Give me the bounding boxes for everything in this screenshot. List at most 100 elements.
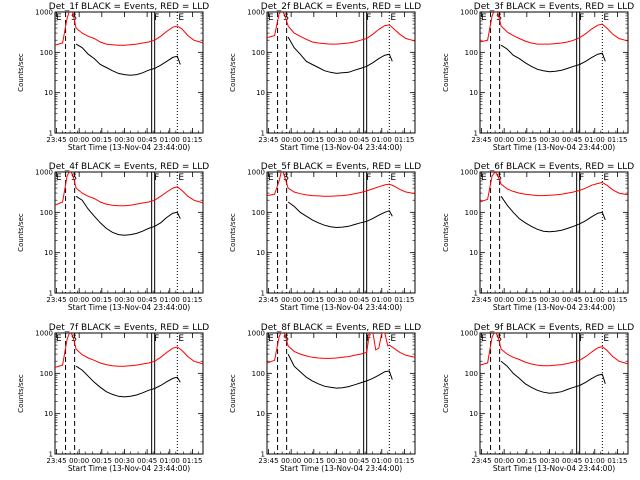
x-tick-label: 00:15 bbox=[517, 296, 537, 304]
y-tick-label: 1 bbox=[261, 290, 265, 298]
x-tick-label: 00:00 bbox=[281, 457, 301, 465]
x-tick-label: 01:00 bbox=[585, 136, 605, 144]
marker-letter: E bbox=[268, 13, 274, 23]
detector-panel: Det_3f BLACK = Events, RED = LLD 1 10 100 10… bbox=[442, 2, 634, 152]
y-tick-label: 10 bbox=[256, 89, 265, 97]
y-tick-label: 10 bbox=[256, 249, 265, 257]
x-tick-label: 00:00 bbox=[69, 296, 89, 304]
x-tick-label: 01:15 bbox=[394, 296, 414, 304]
x-tick-label: 00:15 bbox=[92, 296, 112, 304]
lld-series-line bbox=[267, 172, 415, 197]
events-series-line bbox=[287, 353, 393, 389]
plot-area bbox=[55, 12, 203, 76]
panel-title: Det_4f BLACK = Events, RED = LLD bbox=[49, 162, 209, 172]
x-tick-label: 00:45 bbox=[349, 296, 369, 304]
y-tick-label: 1000 bbox=[247, 9, 265, 17]
x-tick-label: 00:45 bbox=[137, 457, 157, 465]
marker-letter: E bbox=[178, 13, 184, 23]
marker-letter: F bbox=[154, 334, 159, 344]
x-tick-label: 00:00 bbox=[494, 457, 514, 465]
x-tick-label: 00:00 bbox=[494, 136, 514, 144]
y-tick-label: 10 bbox=[469, 89, 478, 97]
events-series-line bbox=[500, 44, 606, 73]
y-tick-label: 100 bbox=[40, 209, 53, 217]
y-axis-label: Counts/sec bbox=[17, 374, 25, 413]
panel-title: Det_8f BLACK = Events, RED = LLD bbox=[261, 323, 421, 333]
lld-series-line bbox=[55, 12, 203, 46]
panel-title: Det_5f BLACK = Events, RED = LLD bbox=[261, 162, 421, 172]
x-tick-label: 00:30 bbox=[539, 136, 559, 144]
x-tick-label: 00:30 bbox=[326, 136, 346, 144]
x-axis-label: Start Time (13-Nov-04 23:44:00) bbox=[280, 303, 402, 312]
x-axis-label: Start Time (13-Nov-04 23:44:00) bbox=[280, 143, 402, 152]
plot-area bbox=[267, 12, 415, 74]
x-tick-label: 00:30 bbox=[114, 296, 134, 304]
detector-panel: Det_8f BLACK = Events, RED = LLD 1 10 100 10… bbox=[229, 323, 421, 473]
x-tick-label: 01:15 bbox=[182, 457, 202, 465]
plot-frame bbox=[479, 11, 629, 134]
x-tick-label: 00:45 bbox=[562, 136, 582, 144]
events-series-line bbox=[500, 360, 606, 394]
y-tick-label: 1 bbox=[474, 290, 478, 298]
marker-letter: F bbox=[154, 173, 159, 183]
x-tick-label: 23:45 bbox=[46, 296, 66, 304]
detector-panel: Det_9f BLACK = Events, RED = LLD 1 10 100 10… bbox=[442, 323, 634, 473]
marker-letter: E bbox=[268, 334, 274, 344]
y-tick-label: 1 bbox=[474, 130, 478, 138]
events-series-line bbox=[287, 36, 393, 74]
y-tick-label: 10 bbox=[44, 249, 53, 257]
plot-frame bbox=[54, 11, 204, 134]
plot-area bbox=[267, 172, 415, 229]
detector-panel: Det_2f BLACK = Events, RED = LLD 1 10 100 10… bbox=[229, 2, 421, 152]
x-tick-label: 23:45 bbox=[46, 457, 66, 465]
x-tick-label: 23:45 bbox=[258, 136, 278, 144]
y-tick-label: 1 bbox=[261, 451, 265, 459]
x-tick-label: 00:45 bbox=[137, 136, 157, 144]
x-tick-label: 00:45 bbox=[349, 136, 369, 144]
marker-letter: F bbox=[366, 173, 371, 183]
x-tick-label: 01:15 bbox=[394, 136, 414, 144]
y-tick-label: 100 bbox=[252, 370, 265, 378]
plot-frame bbox=[54, 171, 204, 294]
x-axis-label: Start Time (13-Nov-04 23:44:00) bbox=[493, 303, 615, 312]
y-tick-label: 1 bbox=[261, 130, 265, 138]
x-tick-label: 01:15 bbox=[607, 296, 627, 304]
marker-letter: E bbox=[390, 173, 396, 183]
x-axis-label: Start Time (13-Nov-04 23:44:00) bbox=[493, 464, 615, 473]
x-tick-label: 23:45 bbox=[471, 457, 491, 465]
events-series-line bbox=[500, 196, 606, 233]
panel-title: Det_1f BLACK = Events, RED = LLD bbox=[49, 2, 209, 12]
x-tick-label: 01:15 bbox=[607, 457, 627, 465]
marker-letter: E bbox=[481, 173, 487, 183]
x-tick-label: 00:00 bbox=[69, 136, 89, 144]
plot-frame bbox=[266, 11, 416, 134]
marker-letter: E bbox=[481, 334, 487, 344]
x-tick-label: 01:00 bbox=[585, 457, 605, 465]
marker-letter: E bbox=[56, 173, 62, 183]
lld-series-line bbox=[480, 12, 628, 45]
x-tick-label: 00:15 bbox=[517, 136, 537, 144]
lld-series-line bbox=[267, 12, 415, 45]
x-tick-label: 23:45 bbox=[258, 296, 278, 304]
events-series-line bbox=[75, 365, 181, 398]
x-tick-label: 00:00 bbox=[281, 136, 301, 144]
y-tick-label: 1 bbox=[49, 451, 53, 459]
detector-panel: Det_6f BLACK = Events, RED = LLD 1 10 100 10… bbox=[442, 162, 634, 312]
lld-series-line bbox=[55, 333, 203, 368]
x-tick-label: 01:00 bbox=[160, 136, 180, 144]
marker-letter: F bbox=[579, 13, 584, 23]
x-tick-label: 00:45 bbox=[562, 296, 582, 304]
detector-panel: Det_4f BLACK = Events, RED = LLD 1 10 100 10… bbox=[17, 162, 209, 312]
x-tick-label: 00:00 bbox=[281, 296, 301, 304]
detector-panel: Det_5f BLACK = Events, RED = LLD 1 10 100 10… bbox=[229, 162, 421, 312]
x-tick-label: 00:30 bbox=[326, 296, 346, 304]
panel-title: Det_2f BLACK = Events, RED = LLD bbox=[261, 2, 421, 12]
x-tick-label: 01:15 bbox=[182, 296, 202, 304]
y-tick-label: 100 bbox=[465, 370, 478, 378]
plot-area bbox=[480, 172, 628, 233]
detector-panel: Det_7f BLACK = Events, RED = LLD 1 10 100 10… bbox=[17, 323, 209, 473]
panel-title: Det_3f BLACK = Events, RED = LLD bbox=[474, 2, 634, 12]
plot-frame bbox=[54, 332, 204, 455]
marker-letter: E bbox=[390, 13, 396, 23]
